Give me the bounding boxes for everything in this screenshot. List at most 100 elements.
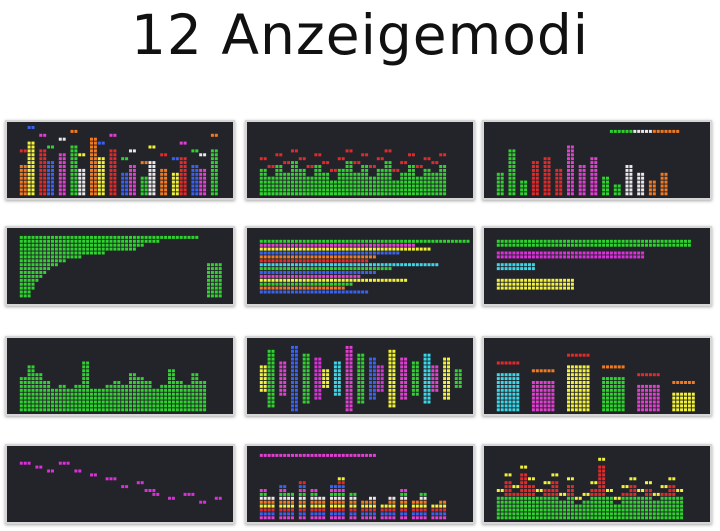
led-cell (408, 247, 411, 251)
led-cell (672, 239, 676, 243)
led-cell (372, 192, 376, 196)
led-cell (195, 392, 199, 396)
led-cell (504, 508, 508, 512)
led-cell (152, 235, 156, 239)
led-cell (101, 180, 105, 184)
led-cell (179, 384, 183, 388)
led-cell (411, 172, 415, 176)
led-cell (551, 396, 555, 400)
led-cell (528, 239, 531, 243)
led-cell (203, 184, 207, 188)
led-cell (279, 453, 283, 457)
peak-cell (357, 161, 361, 165)
led-cell (97, 251, 101, 255)
led-cell (606, 404, 609, 408)
led-cell (306, 290, 310, 294)
led-cell (294, 172, 298, 176)
led-cell (195, 384, 199, 388)
led-cell (641, 180, 645, 184)
led-cell (259, 251, 263, 255)
led-cell (191, 165, 195, 168)
led-cell (58, 188, 62, 192)
led-cell (369, 504, 372, 508)
led-cell (423, 176, 427, 180)
led-cell (70, 172, 74, 176)
peak-cell (687, 381, 691, 384)
led-cell (369, 247, 372, 251)
led-cell (570, 373, 574, 377)
led-cell (337, 512, 341, 516)
led-cell (447, 361, 450, 365)
led-cell (531, 286, 535, 290)
led-cell (508, 243, 512, 247)
led-cell (326, 239, 330, 243)
led-cell (160, 180, 164, 184)
led-cell (606, 255, 609, 259)
led-cell (396, 180, 400, 184)
led-cell (645, 489, 648, 492)
led-cell (582, 400, 586, 404)
led-cell (361, 267, 365, 271)
led-cell (93, 161, 97, 165)
led-cell (314, 255, 318, 259)
peak-cell (582, 492, 586, 496)
led-cell (337, 180, 341, 184)
led-cell (392, 504, 396, 508)
led-cell (271, 192, 275, 196)
led-cell (271, 349, 275, 353)
led-cell (345, 274, 349, 278)
led-cell (70, 184, 74, 188)
led-cell (214, 149, 218, 153)
led-cell (39, 465, 43, 469)
led-cell (341, 188, 345, 192)
led-cell (578, 168, 582, 172)
led-cell (62, 396, 66, 400)
led-cell (43, 243, 47, 247)
led-cell (547, 504, 551, 508)
led-cell (263, 274, 267, 278)
led-cell (267, 504, 271, 508)
led-cell (365, 247, 369, 251)
peak-cell (559, 492, 563, 496)
led-cell (361, 396, 365, 400)
led-cell (191, 188, 195, 192)
led-cell (310, 255, 314, 259)
led-cell (326, 373, 330, 377)
peak-cell (512, 361, 516, 365)
led-cell (419, 180, 423, 184)
led-cell (306, 247, 310, 251)
led-cell (531, 188, 535, 192)
led-cell (310, 278, 314, 282)
led-cell (90, 251, 93, 255)
display-mode-1 (5, 120, 235, 200)
led-cell (559, 512, 563, 516)
led-cell (392, 373, 396, 377)
led-cell (310, 453, 314, 457)
led-cell (404, 396, 408, 400)
led-cell (31, 161, 35, 165)
led-cell (500, 508, 504, 512)
led-cell (668, 489, 672, 492)
led-cell (291, 267, 294, 271)
led-cell (411, 373, 415, 377)
led-cell (672, 485, 676, 489)
led-cell (322, 274, 326, 278)
led-cell (570, 180, 574, 184)
led-cell (31, 255, 35, 259)
led-cell (617, 377, 621, 381)
led-cell (275, 176, 279, 180)
led-cell (388, 353, 392, 357)
led-cell (551, 286, 555, 290)
led-cell (287, 247, 291, 251)
led-cell (582, 384, 586, 388)
led-cell (207, 278, 210, 282)
led-cell (259, 365, 263, 369)
led-cell (160, 404, 164, 408)
led-cell (19, 400, 23, 404)
led-cell (567, 365, 570, 369)
led-cell (629, 168, 633, 172)
led-cell (19, 180, 23, 184)
led-cell (361, 168, 365, 172)
led-cell (93, 176, 97, 180)
peak-cell (435, 161, 439, 165)
